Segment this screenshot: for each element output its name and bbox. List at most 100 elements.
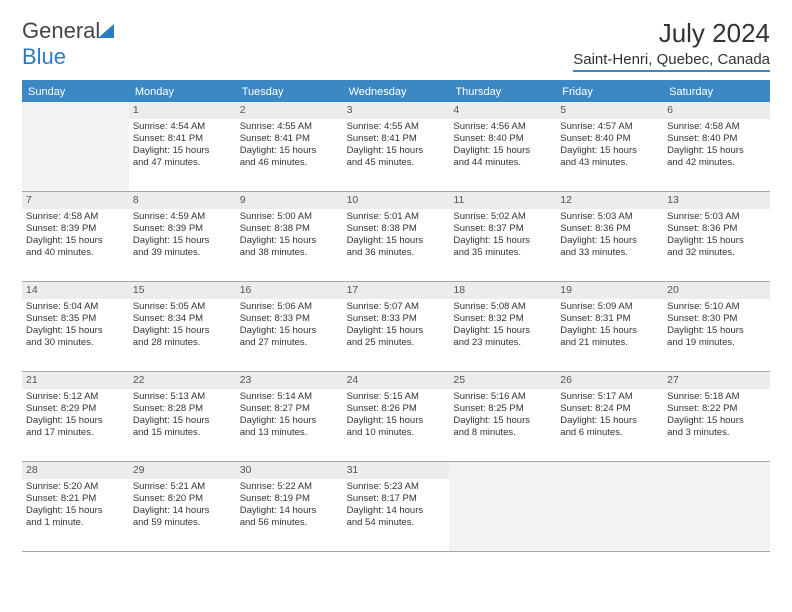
daylight2-text: and 23 minutes. xyxy=(453,337,552,349)
daylight1-text: Daylight: 15 hours xyxy=(347,145,446,157)
sunrise-text: Sunrise: 5:03 AM xyxy=(667,211,766,223)
calendar-cell: 3Sunrise: 4:55 AMSunset: 8:41 PMDaylight… xyxy=(343,102,450,192)
day-number: 6 xyxy=(663,102,770,119)
calendar-cell: 7Sunrise: 4:58 AMSunset: 8:39 PMDaylight… xyxy=(22,192,129,282)
sunrise-text: Sunrise: 4:56 AM xyxy=(453,121,552,133)
sunset-text: Sunset: 8:29 PM xyxy=(26,403,125,415)
daylight2-text: and 27 minutes. xyxy=(240,337,339,349)
day-number: 19 xyxy=(556,282,663,299)
sunrise-text: Sunrise: 5:01 AM xyxy=(347,211,446,223)
daylight2-text: and 15 minutes. xyxy=(133,427,232,439)
daylight2-text: and 6 minutes. xyxy=(560,427,659,439)
sunset-text: Sunset: 8:36 PM xyxy=(667,223,766,235)
daylight2-text: and 33 minutes. xyxy=(560,247,659,259)
daylight1-text: Daylight: 15 hours xyxy=(453,415,552,427)
day-number xyxy=(22,102,129,119)
sunrise-text: Sunrise: 5:07 AM xyxy=(347,301,446,313)
day-number: 22 xyxy=(129,372,236,389)
sunset-text: Sunset: 8:24 PM xyxy=(560,403,659,415)
daylight1-text: Daylight: 15 hours xyxy=(667,325,766,337)
sunset-text: Sunset: 8:17 PM xyxy=(347,493,446,505)
day-number: 28 xyxy=(22,462,129,479)
location-label: Saint-Henri, Quebec, Canada xyxy=(573,51,770,72)
daylight1-text: Daylight: 15 hours xyxy=(347,325,446,337)
day-number: 9 xyxy=(236,192,343,209)
day-number: 18 xyxy=(449,282,556,299)
daylight2-text: and 47 minutes. xyxy=(133,157,232,169)
daylight1-text: Daylight: 15 hours xyxy=(133,145,232,157)
daylight1-text: Daylight: 15 hours xyxy=(560,415,659,427)
daylight2-text: and 59 minutes. xyxy=(133,517,232,529)
daylight1-text: Daylight: 15 hours xyxy=(26,415,125,427)
sunset-text: Sunset: 8:39 PM xyxy=(133,223,232,235)
day-number: 23 xyxy=(236,372,343,389)
sunset-text: Sunset: 8:31 PM xyxy=(560,313,659,325)
weekday-header: Friday xyxy=(556,82,663,102)
sunrise-text: Sunrise: 5:17 AM xyxy=(560,391,659,403)
daylight2-text: and 3 minutes. xyxy=(667,427,766,439)
sunset-text: Sunset: 8:19 PM xyxy=(240,493,339,505)
calendar-cell: 4Sunrise: 4:56 AMSunset: 8:40 PMDaylight… xyxy=(449,102,556,192)
daylight1-text: Daylight: 14 hours xyxy=(240,505,339,517)
day-number: 30 xyxy=(236,462,343,479)
sunset-text: Sunset: 8:38 PM xyxy=(240,223,339,235)
sunrise-text: Sunrise: 5:05 AM xyxy=(133,301,232,313)
daylight2-text: and 36 minutes. xyxy=(347,247,446,259)
calendar-cell: 13Sunrise: 5:03 AMSunset: 8:36 PMDayligh… xyxy=(663,192,770,282)
sunrise-text: Sunrise: 5:10 AM xyxy=(667,301,766,313)
daylight1-text: Daylight: 15 hours xyxy=(240,325,339,337)
sunset-text: Sunset: 8:39 PM xyxy=(26,223,125,235)
calendar-cell: 19Sunrise: 5:09 AMSunset: 8:31 PMDayligh… xyxy=(556,282,663,372)
day-number: 15 xyxy=(129,282,236,299)
sunset-text: Sunset: 8:34 PM xyxy=(133,313,232,325)
daylight2-text: and 44 minutes. xyxy=(453,157,552,169)
calendar-cell: 30 Sunrise: 5:22 AMSunset: 8:19 PMDayligh… xyxy=(236,462,343,552)
sunrise-text: Sunrise: 5:23 AM xyxy=(347,481,446,493)
logo-text-1: General xyxy=(22,18,100,43)
weekday-header: Saturday xyxy=(663,82,770,102)
daylight2-text: and 46 minutes. xyxy=(240,157,339,169)
day-number xyxy=(449,462,556,479)
daylight2-text: and 35 minutes. xyxy=(453,247,552,259)
daylight2-text: and 32 minutes. xyxy=(667,247,766,259)
calendar-cell: 18Sunrise: 5:08 AMSunset: 8:32 PMDayligh… xyxy=(449,282,556,372)
day-number: 24 xyxy=(343,372,450,389)
daylight1-text: Daylight: 14 hours xyxy=(133,505,232,517)
sunrise-text: Sunrise: 5:16 AM xyxy=(453,391,552,403)
sunrise-text: Sunrise: 5:22 AM xyxy=(240,481,339,493)
day-number: 14 xyxy=(22,282,129,299)
header: General Blue July 2024 Saint-Henri, Queb… xyxy=(22,18,770,72)
calendar-cell: 12Sunrise: 5:03 AMSunset: 8:36 PMDayligh… xyxy=(556,192,663,282)
sunset-text: Sunset: 8:37 PM xyxy=(453,223,552,235)
sunset-text: Sunset: 8:25 PM xyxy=(453,403,552,415)
day-number: 31 xyxy=(343,462,450,479)
sunrise-text: Sunrise: 5:12 AM xyxy=(26,391,125,403)
sunset-text: Sunset: 8:21 PM xyxy=(26,493,125,505)
sunrise-text: Sunrise: 5:21 AM xyxy=(133,481,232,493)
daylight2-text: and 42 minutes. xyxy=(667,157,766,169)
daylight1-text: Daylight: 15 hours xyxy=(240,415,339,427)
daylight2-text: and 17 minutes. xyxy=(26,427,125,439)
daylight1-text: Daylight: 15 hours xyxy=(560,235,659,247)
day-number: 29 xyxy=(129,462,236,479)
sunset-text: Sunset: 8:38 PM xyxy=(347,223,446,235)
daylight2-text: and 30 minutes. xyxy=(26,337,125,349)
sunset-text: Sunset: 8:33 PM xyxy=(240,313,339,325)
calendar-cell: 31Sunrise: 5:23 AMSunset: 8:17 PMDayligh… xyxy=(343,462,450,552)
sunrise-text: Sunrise: 5:08 AM xyxy=(453,301,552,313)
day-number: 17 xyxy=(343,282,450,299)
calendar-cell: 27Sunrise: 5:18 AMSunset: 8:22 PMDayligh… xyxy=(663,372,770,462)
day-number: 8 xyxy=(129,192,236,209)
weekday-header: Wednesday xyxy=(343,82,450,102)
daylight1-text: Daylight: 15 hours xyxy=(453,145,552,157)
sunrise-text: Sunrise: 5:15 AM xyxy=(347,391,446,403)
day-number: 27 xyxy=(663,372,770,389)
sunset-text: Sunset: 8:41 PM xyxy=(133,133,232,145)
calendar-cell: 24Sunrise: 5:15 AMSunset: 8:26 PMDayligh… xyxy=(343,372,450,462)
calendar-cell: 1Sunrise: 4:54 AMSunset: 8:41 PMDaylight… xyxy=(129,102,236,192)
daylight2-text: and 40 minutes. xyxy=(26,247,125,259)
daylight2-text: and 10 minutes. xyxy=(347,427,446,439)
daylight2-text: and 43 minutes. xyxy=(560,157,659,169)
calendar-cell: 5Sunrise: 4:57 AMSunset: 8:40 PMDaylight… xyxy=(556,102,663,192)
daylight2-text: and 21 minutes. xyxy=(560,337,659,349)
